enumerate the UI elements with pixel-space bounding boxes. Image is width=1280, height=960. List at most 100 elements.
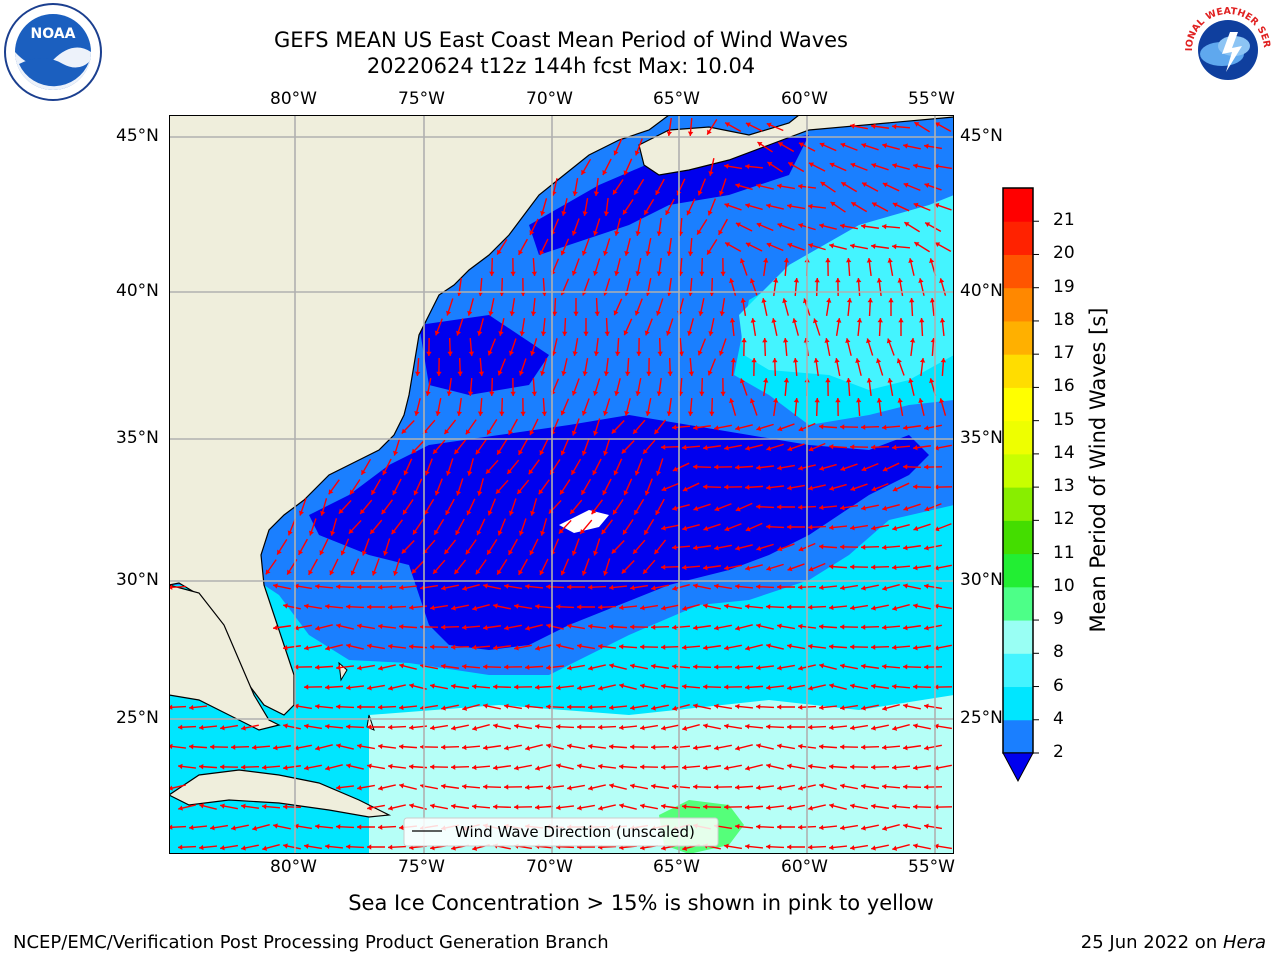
wave-direction-arrowhead [630,783,635,789]
wave-direction-arrowhead [169,824,173,830]
wave-direction-arrowhead [897,398,903,403]
wave-direction-arrowhead [262,803,267,810]
wave-direction-arrowhead [655,189,661,195]
wave-direction-arrowhead [913,603,918,609]
wave-direction-arrowhead [798,665,803,671]
wave-direction-arrowhead [529,550,535,556]
wave-direction-arrowhead [402,509,408,515]
wave-direction-arrowhead [298,510,304,516]
wave-direction-arrowhead [409,724,414,731]
wave-direction-arrowhead [766,724,771,730]
wave-direction-arrowhead [850,243,855,249]
wave-direction-arrowhead [787,724,792,730]
wave-direction-arrowhead [367,685,372,691]
wave-direction-arrowhead [740,298,746,303]
ocean-dark-blue-coast [419,315,549,395]
wave-direction-arrowhead [693,583,698,589]
wave-direction-arrowhead [772,358,778,363]
wave-direction-arrowhead [934,804,939,810]
wave-direction-arrowhead [819,423,824,430]
wave-direction-arrowhead [210,744,215,750]
wave-direction-arrowhead [472,644,477,651]
wave-direction-arrowhead [560,450,566,456]
wave-direction-arrowhead [861,783,866,789]
wave-direction-arrowhead [798,623,803,630]
wave-direction-arrowhead [903,625,908,631]
wave-direction-arrowhead [304,843,309,849]
wave-direction-arrowhead [514,723,519,729]
wave-direction-arrowhead [762,338,768,343]
wave-direction-arrowhead [861,585,866,591]
wave-direction-arrowhead [634,310,640,316]
wave-direction-arrowhead [729,398,735,404]
wave-direction-arrowhead [643,448,648,454]
wave-direction-arrowhead [724,723,729,729]
wave-direction-arrowhead [934,526,940,532]
wave-direction-arrowhead [504,625,509,631]
wave-direction-arrowhead [593,191,600,196]
wave-direction-arrowhead [777,824,782,830]
wave-direction-arrowhead [497,530,503,536]
colorbar-tick-label: 8 [1053,642,1064,663]
wave-direction-arrowhead [507,469,513,474]
wave-direction-arrowhead [451,845,456,851]
wave-direction-arrowhead [455,490,462,496]
wave-direction-arrowhead [940,358,947,363]
wave-direction-arrowhead [634,470,640,476]
wave-direction-arrowhead [735,425,741,431]
wave-direction-arrowhead [855,358,861,364]
wave-direction-arrowhead [798,704,803,710]
wave-direction-arrowhead [614,390,620,396]
wave-direction-arrowhead [199,803,205,809]
wave-direction-arrowhead [383,550,389,556]
wave-direction-arrowhead [451,605,456,611]
wave-direction-arrowhead [682,803,687,810]
wave-direction-arrowhead [745,484,750,491]
wave-direction-arrowhead [623,490,629,496]
wave-direction-arrowhead [636,351,642,356]
wave-direction-arrowhead [777,785,782,791]
wave-direction-arrowhead [645,411,651,416]
wave-direction-arrowhead [346,604,351,610]
wave-direction-arrowhead [630,624,635,630]
wave-direction-arrowhead [509,311,515,316]
wave-direction-arrowhead [718,190,724,196]
wave-direction-arrowhead [603,410,609,416]
wave-direction-arrowhead [465,429,471,435]
wave-direction-arrowhead [567,623,572,629]
wave-direction-arrowhead [892,202,898,208]
wave-direction-arrowhead [735,823,740,830]
wave-direction-arrowhead [287,569,292,575]
wave-direction-arrowhead [798,785,803,791]
wave-direction-arrowhead [430,683,435,689]
wave-direction-arrowhead [829,803,835,809]
wave-direction-arrowhead [714,625,719,631]
wave-direction-arrowhead [840,505,845,511]
wave-direction-arrowhead [672,424,677,431]
lon-label-top-75: 75°W [398,89,445,109]
wave-direction-arrowhead [735,222,741,228]
colorbar-tick-label: 18 [1053,309,1075,330]
wave-direction-arrowhead [630,663,635,669]
wave-direction-arrowhead [411,568,417,574]
no-data-patch [559,510,609,533]
wave-direction-arrowhead [745,723,750,730]
wave-direction-arrowhead [485,468,491,474]
wave-direction-arrowhead [914,122,920,127]
colorbar-cell [1003,453,1033,488]
wave-direction-arrowhead [273,583,278,589]
wave-direction-arrowhead [325,843,330,850]
wave-direction-arrowhead [682,605,688,611]
wave-direction-arrowhead [371,489,376,495]
wave-direction-arrowhead [787,446,793,452]
wave-direction-arrowhead [581,570,587,576]
wave-direction-arrowhead [903,505,909,512]
wave-direction-arrowhead [556,804,561,811]
wave-direction-arrowhead [756,425,762,431]
wave-direction-arrowhead [336,704,341,710]
wave-direction-arrowhead [861,663,866,669]
lat-label-right-40: 40°N [960,281,1003,301]
wave-direction-arrowhead [756,183,761,189]
wave-direction-arrowhead [487,549,492,555]
colorbar-cell [1003,254,1033,289]
